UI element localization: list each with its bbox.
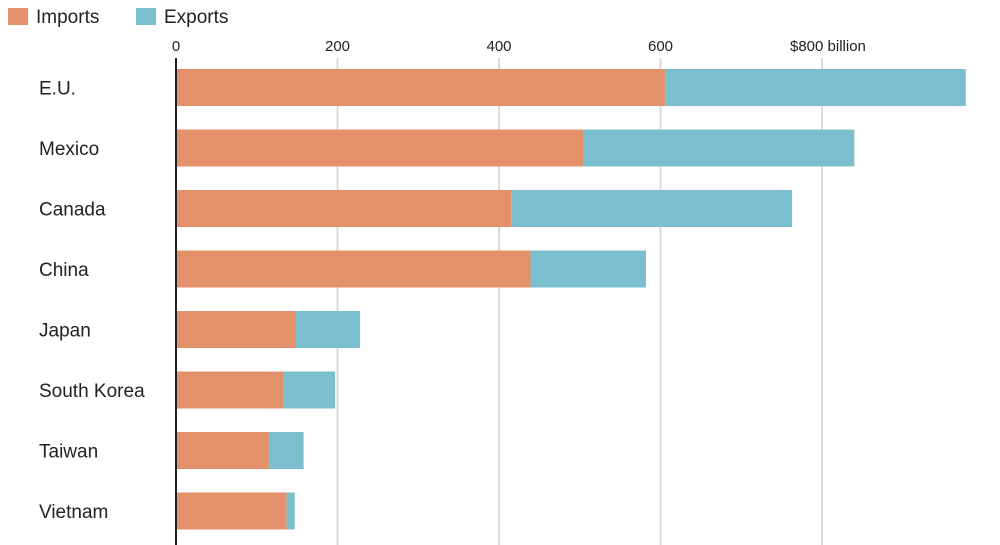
legend-label-imports: Imports <box>36 7 99 28</box>
bar-imports-taiwan <box>176 432 269 469</box>
bar-exports-china <box>530 250 646 288</box>
category-label-canada: Canada <box>39 200 106 221</box>
category-label-vietnam: Vietnam <box>39 502 108 523</box>
bar-imports-south-korea <box>176 371 284 409</box>
bar-exports-taiwan <box>268 432 304 469</box>
bar-exports-mexico <box>583 129 855 167</box>
category-label-china: China <box>39 260 89 281</box>
x-tick-label-400: 400 <box>486 38 511 55</box>
category-labels: E.U. Mexico Canada China Japan South Korea Tai… <box>39 79 145 524</box>
bar-exports-canada <box>511 190 793 227</box>
bar-imports-china <box>176 250 531 288</box>
bars <box>176 69 966 530</box>
x-tick-label-600: 600 <box>648 38 673 55</box>
category-label-e-u: E.U. <box>39 79 76 100</box>
legend-swatch-imports <box>8 8 28 25</box>
bar-imports-japan <box>176 311 296 348</box>
x-tick-label-800: $800 billion <box>790 38 866 55</box>
bar-exports-south-korea <box>283 371 336 409</box>
bar-imports-mexico <box>176 129 584 167</box>
category-label-japan: Japan <box>39 321 91 342</box>
category-label-taiwan: Taiwan <box>39 442 98 463</box>
category-label-mexico: Mexico <box>39 139 99 160</box>
bar-exports-japan <box>295 311 361 348</box>
x-tick-label-0: 0 <box>172 38 180 55</box>
legend: Imports Exports <box>8 7 228 28</box>
category-label-south-korea: South Korea <box>39 381 145 402</box>
bar-imports-vietnam <box>176 492 287 530</box>
bar-imports-canada <box>176 190 512 227</box>
x-axis-ticks: 0 200 400 600 $800 billion <box>172 38 866 55</box>
x-tick-label-200: 200 <box>325 38 350 55</box>
legend-swatch-exports <box>136 8 156 25</box>
legend-label-exports: Exports <box>164 7 228 28</box>
bar-exports-vietnam <box>286 492 295 530</box>
bar-imports-e-u <box>176 69 666 106</box>
bar-exports-e-u <box>665 69 966 106</box>
